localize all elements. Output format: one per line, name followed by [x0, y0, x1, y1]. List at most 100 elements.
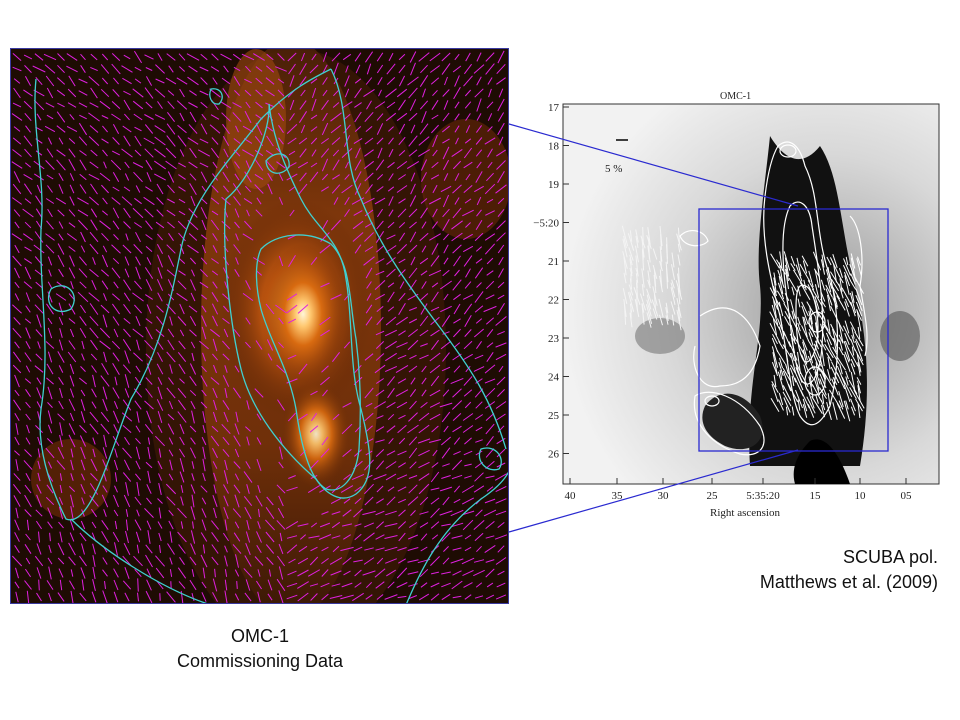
polarization-vector	[297, 523, 309, 527]
scuba-vector	[813, 365, 821, 385]
polarization-vector	[498, 136, 504, 146]
polarization-vector	[420, 270, 428, 276]
polarization-vector	[243, 568, 253, 578]
polarization-vector	[277, 399, 285, 411]
polarization-vector	[386, 63, 396, 75]
scuba-vector	[629, 303, 633, 313]
polarization-vector	[224, 365, 228, 373]
polarization-vector	[498, 256, 504, 266]
polarization-vector	[147, 437, 151, 445]
scuba-vector	[677, 243, 681, 253]
polarization-vector	[156, 363, 164, 375]
polarization-vector	[322, 64, 328, 74]
polarization-vector	[213, 507, 217, 519]
polarization-vector	[189, 316, 197, 326]
polarization-vector	[169, 531, 173, 543]
polarization-vector	[80, 520, 86, 530]
polarization-vector	[330, 124, 342, 134]
scuba-vector	[820, 259, 826, 275]
polarization-vector	[213, 484, 217, 494]
polarization-vector	[364, 483, 374, 495]
polarization-vector	[222, 436, 230, 446]
polarization-vector	[398, 198, 406, 204]
polarization-vector	[11, 233, 23, 241]
polarization-vector	[145, 388, 153, 398]
polarization-vector	[48, 269, 52, 277]
scuba-vector	[826, 277, 832, 293]
x-tick-label: 10	[855, 490, 867, 502]
polarization-vector	[429, 413, 441, 421]
polarization-vector	[233, 484, 241, 494]
polarization-vector	[168, 400, 174, 410]
polarization-vector	[79, 316, 87, 326]
polarization-vector	[432, 149, 438, 157]
polarization-vector	[146, 304, 152, 314]
polarization-vector	[25, 305, 31, 313]
polarization-vector	[397, 521, 407, 529]
polarization-vector	[143, 137, 155, 145]
scuba-vector	[789, 367, 797, 383]
polarization-vector	[136, 339, 140, 351]
polarization-vector	[157, 254, 163, 268]
polarization-vector	[13, 126, 21, 132]
polarization-vector	[364, 111, 374, 123]
polarization-vector	[463, 376, 473, 386]
scuba-vector	[629, 291, 633, 301]
polarization-vector	[158, 473, 162, 481]
polarization-vector	[68, 556, 76, 566]
polarization-vector	[112, 220, 120, 230]
polarization-vector	[111, 340, 121, 350]
polarization-vector	[113, 234, 119, 240]
scuba-vector	[676, 233, 682, 251]
polarization-vector	[486, 222, 494, 228]
scuba-vector	[820, 292, 826, 302]
polarization-vector	[157, 292, 163, 302]
scuba-vector	[814, 284, 820, 298]
polarization-vector	[189, 579, 197, 591]
polarization-vector	[191, 410, 195, 424]
polarization-vector	[212, 578, 218, 592]
polarization-vector	[266, 339, 274, 351]
polarization-vector	[476, 98, 482, 112]
scuba-vector	[854, 348, 864, 366]
polarization-vector	[344, 75, 350, 87]
polarization-vector	[47, 185, 53, 193]
scuba-vector	[822, 323, 836, 343]
polarization-vector	[419, 522, 429, 528]
polarization-vector	[132, 100, 144, 110]
polarization-vector	[36, 314, 42, 328]
polarization-vector	[322, 77, 328, 85]
polarization-vector	[278, 172, 284, 182]
polarization-vector	[245, 543, 251, 555]
polarization-vector	[224, 555, 228, 567]
polarization-vector	[177, 351, 187, 363]
polarization-vector	[34, 53, 44, 61]
polarization-vector	[68, 222, 76, 228]
y-tick-label: 17	[548, 102, 560, 114]
polarization-vector	[289, 99, 295, 111]
polarization-vector	[113, 401, 119, 409]
scuba-vector	[778, 262, 784, 284]
polarization-vector	[375, 534, 385, 540]
polarization-vector	[222, 448, 230, 458]
polarization-vector	[320, 376, 330, 386]
polarization-vector	[464, 329, 472, 337]
polarization-vector	[331, 521, 341, 529]
scuba-vector	[777, 371, 785, 391]
polarization-vector	[124, 374, 130, 388]
polarization-vector	[36, 401, 42, 409]
polarization-vector	[157, 377, 163, 385]
polarization-vector	[288, 186, 296, 192]
polarization-vector	[89, 125, 99, 133]
scuba-vector	[622, 287, 628, 305]
polarization-vector	[243, 495, 253, 507]
polarization-vector	[200, 268, 208, 278]
polarization-vector	[484, 183, 496, 195]
polarization-vector	[384, 594, 398, 600]
polarization-vector	[257, 521, 261, 529]
polarization-vector	[265, 102, 275, 108]
polarization-vector	[485, 63, 495, 75]
polarization-vector	[442, 218, 450, 232]
polarization-vector	[431, 291, 439, 303]
polarization-vector	[441, 366, 451, 372]
